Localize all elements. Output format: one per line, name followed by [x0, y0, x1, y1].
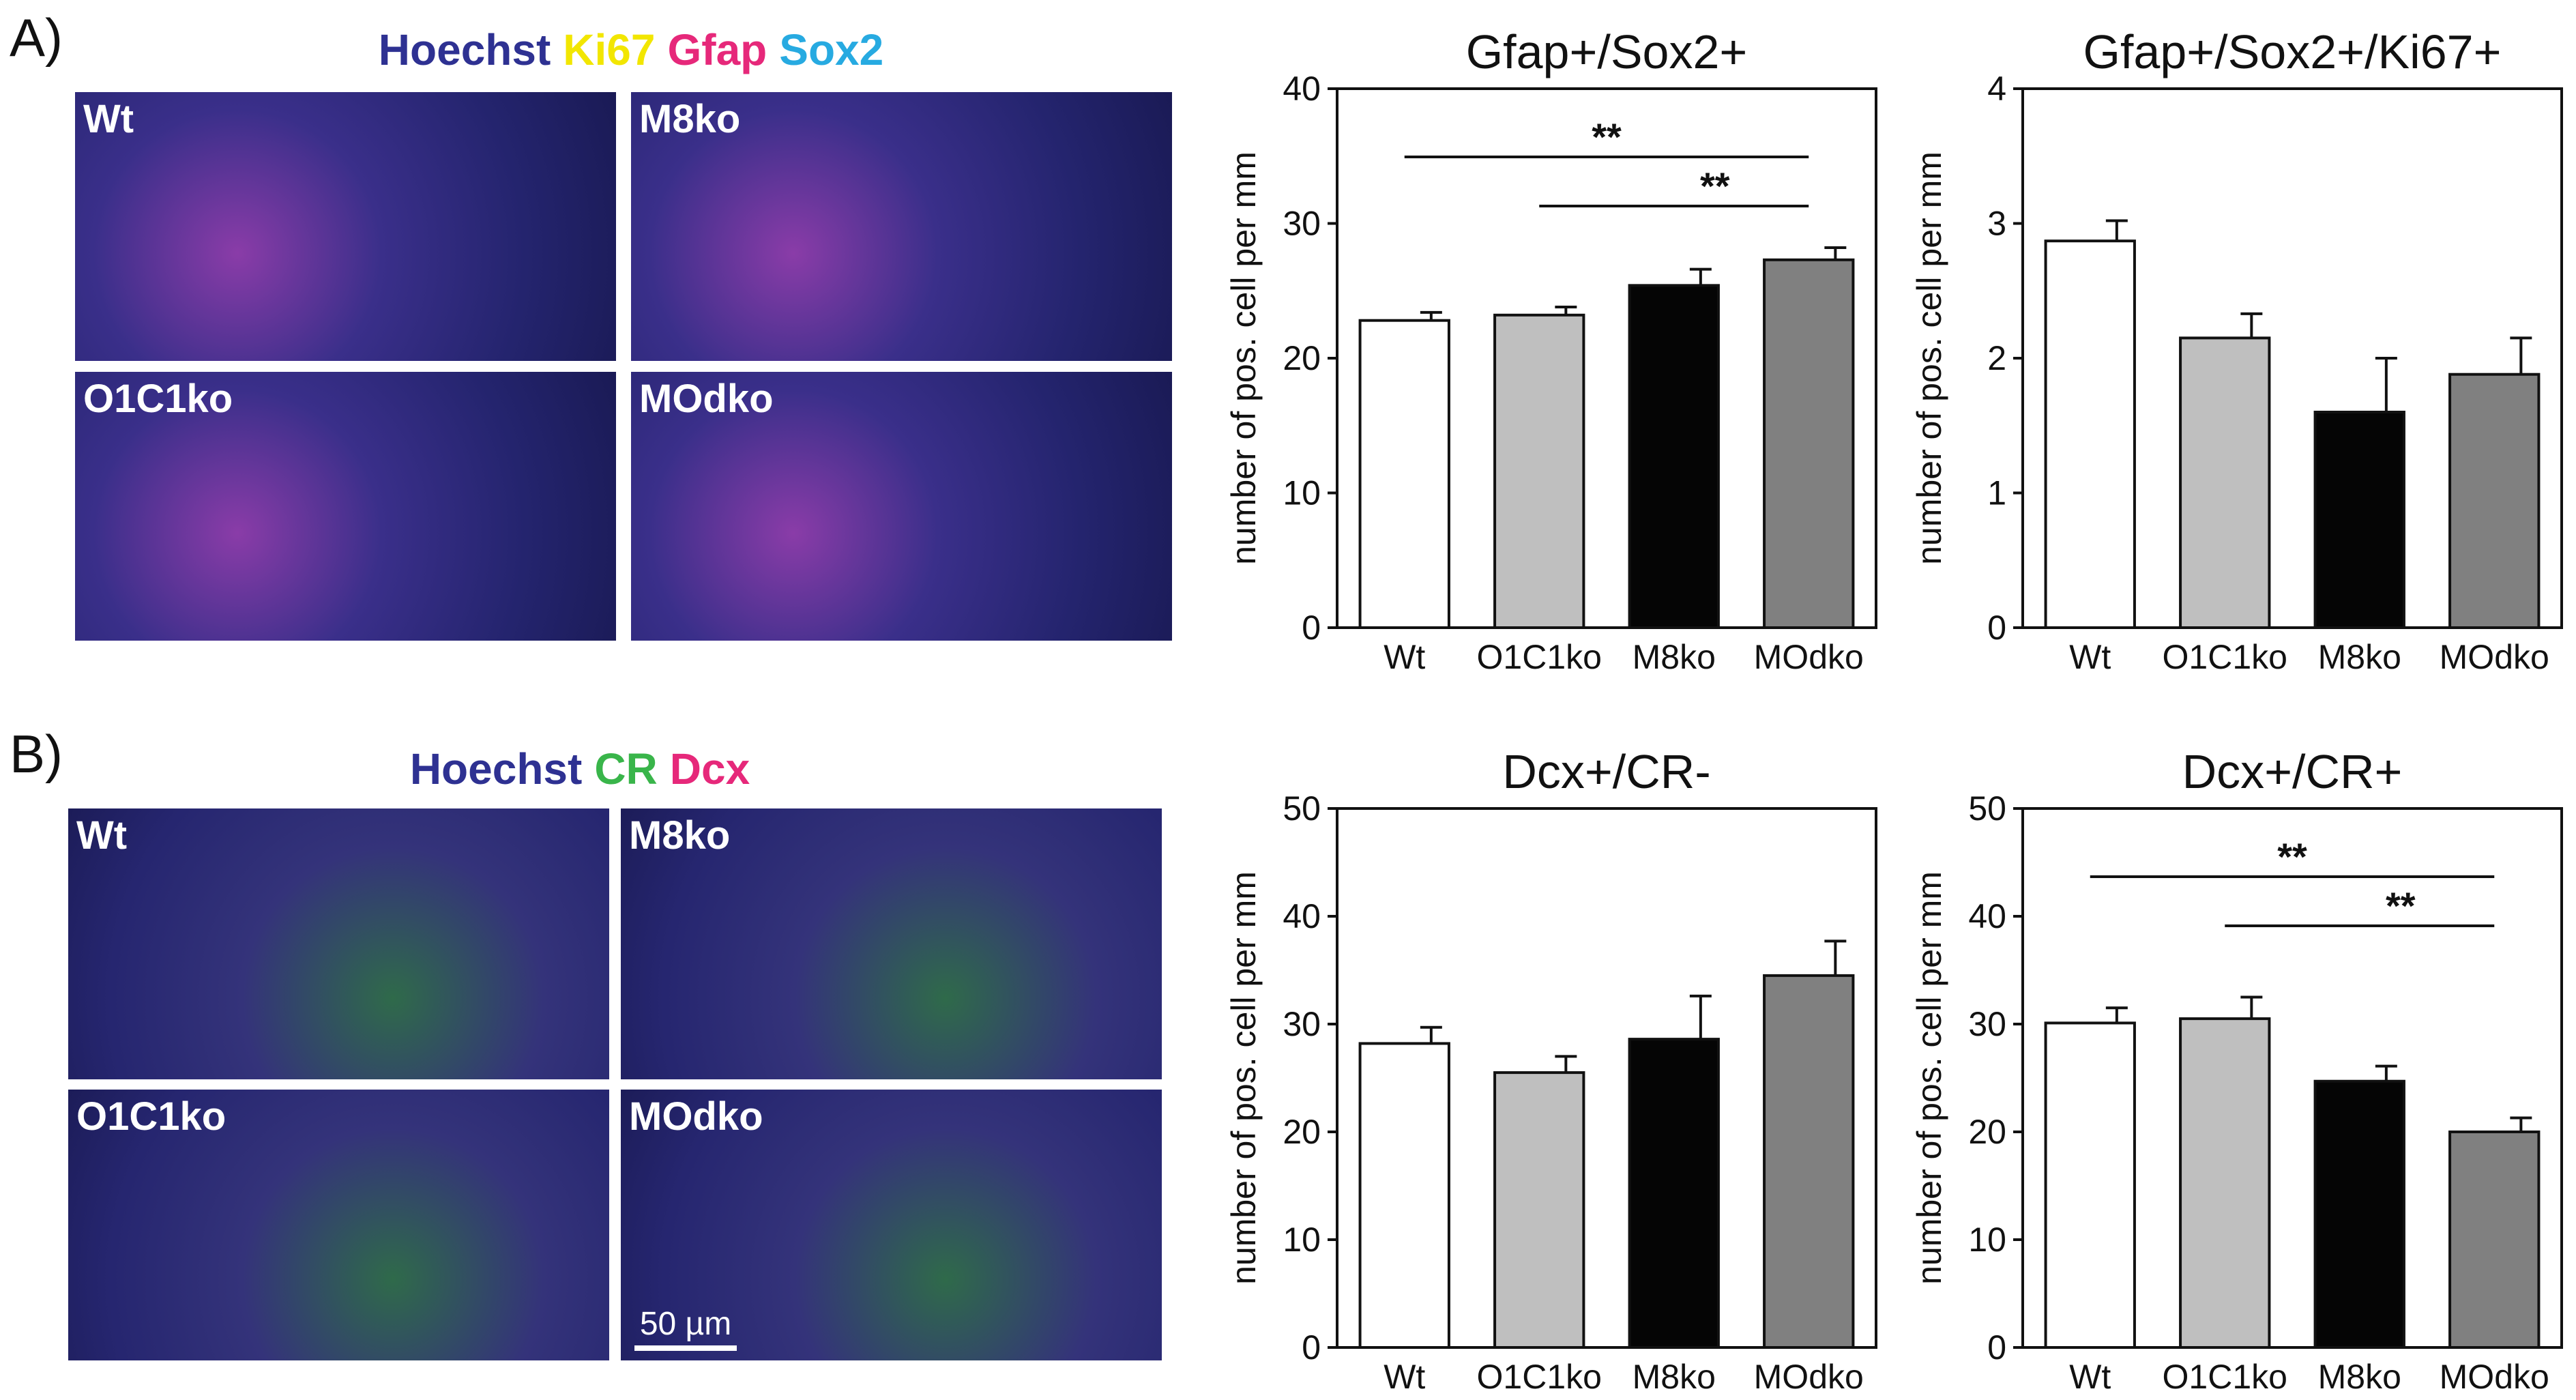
- micrograph-a-o1c1ko: O1C1ko: [75, 372, 616, 641]
- chart2-ytick-label: 1: [1987, 474, 2006, 512]
- chart4-ytick-label: 50: [1968, 789, 2006, 828]
- chart3-xtick-3: MOdko: [1754, 1358, 1864, 1396]
- scale-bar-label: 50 µm: [639, 1306, 732, 1342]
- chart4-ytick-label: 40: [1968, 897, 2006, 935]
- chart4-bar-2: [2313, 1079, 2405, 1349]
- chart2-ytick-label: 0: [1987, 609, 2006, 647]
- chart1-ylabel: number of pos. cell per mm: [1225, 151, 1263, 565]
- legend-b-hoechst: Hoechst: [409, 744, 583, 793]
- chart1-xtick-1: O1C1ko: [1477, 638, 1602, 676]
- chart3-xtick-0: Wt: [1384, 1358, 1425, 1396]
- chart4-ytick-label: 30: [1968, 1005, 2006, 1043]
- micrograph-b-m8ko: M8ko: [621, 808, 1162, 1079]
- chart1-xtick-3: MOdko: [1754, 638, 1864, 676]
- chart2-xtick-2: M8ko: [2318, 638, 2401, 676]
- chart3-ytick-label: 30: [1283, 1005, 1321, 1043]
- micrograph-a-modko: MOdko: [631, 372, 1172, 641]
- chart2-title: Gfap+/Sox2+/Ki67+: [2083, 25, 2502, 78]
- chart4-xtick-1: O1C1ko: [2163, 1358, 2287, 1396]
- chart1-ytick-label: 20: [1283, 339, 1321, 377]
- micrograph-a-wt-label: Wt: [83, 97, 134, 141]
- chart3-ylabel: number of pos. cell per mm: [1225, 871, 1263, 1285]
- chart2-xtick-3: MOdko: [2440, 638, 2549, 676]
- chart2-bar-1: [2179, 336, 2271, 629]
- chart2-bar-0: [2044, 239, 2136, 629]
- panel-b-label: B): [10, 724, 63, 784]
- chart4-sig-label-0: **: [2277, 835, 2307, 878]
- chart4-xtick-0: Wt: [2069, 1358, 2111, 1396]
- legend-a-gfap: Gfap: [667, 25, 767, 74]
- micrograph-a-m8ko-label: M8ko: [639, 97, 741, 141]
- chart4-bar-1: [2179, 1017, 2271, 1349]
- chart4-ytick-label: 0: [1987, 1328, 2006, 1367]
- chart1-xtick-2: M8ko: [1633, 638, 1716, 676]
- chart2-xtick-0: Wt: [2069, 638, 2111, 676]
- chart4-xtick-3: MOdko: [2440, 1358, 2549, 1396]
- chart4-bar-3: [2448, 1131, 2541, 1349]
- micrograph-a-modko-label: MOdko: [639, 377, 774, 421]
- chart3-ytick-label: 50: [1283, 789, 1321, 828]
- chart3-bar-1: [1493, 1071, 1585, 1349]
- chart2-ylabel: number of pos. cell per mm: [1910, 151, 1948, 565]
- chart1-bar-1: [1493, 313, 1585, 629]
- legend-a-sox2: Sox2: [779, 25, 884, 74]
- chart3-xtick-2: M8ko: [1633, 1358, 1716, 1396]
- chart4-ytick-label: 20: [1968, 1113, 2006, 1151]
- chart2-bar-2: [2313, 411, 2405, 629]
- micrograph-a-o1c1ko-label: O1C1ko: [83, 377, 233, 421]
- micrograph-b-wt-label: Wt: [76, 813, 128, 858]
- chart1-bar-0: [1358, 319, 1450, 629]
- legend-a-hoechst: Hoechst: [378, 25, 551, 74]
- scale-bar-line: [634, 1345, 737, 1351]
- chart1-bar-2: [1628, 284, 1720, 629]
- chart3-frame: [1336, 807, 1877, 1349]
- chart3-title: Dcx+/CR-: [1502, 745, 1710, 798]
- legend-b-dcx: Dcx: [669, 744, 750, 793]
- chart3-ytick-label: 0: [1302, 1328, 1321, 1367]
- chart1-title: Gfap+/Sox2+: [1466, 25, 1748, 78]
- chart1-ytick-label: 40: [1283, 70, 1321, 108]
- chart3-bar-2: [1628, 1038, 1720, 1349]
- chart1-ytick-label: 30: [1283, 205, 1321, 243]
- micrograph-b-modko-label: MOdko: [629, 1094, 763, 1139]
- chart1-ytick-label: 0: [1302, 609, 1321, 647]
- chart4-sig-label-1: **: [2386, 884, 2416, 927]
- chart4-ytick-label: 10: [1968, 1221, 2006, 1259]
- chart4-title: Dcx+/CR+: [2182, 745, 2403, 798]
- chart3-bar-3: [1763, 974, 1855, 1349]
- chart4-ylabel: number of pos. cell per mm: [1910, 871, 1948, 1285]
- chart2-ytick-label: 4: [1987, 70, 2006, 108]
- micrograph-b-modko: MOdko 50 µm: [621, 1090, 1162, 1360]
- chart2-ytick-label: 3: [1987, 205, 2006, 243]
- micrograph-b-o1c1ko: O1C1ko: [68, 1090, 609, 1360]
- micrograph-a-wt: Wt: [75, 92, 616, 361]
- chart3-ytick-label: 10: [1283, 1221, 1321, 1259]
- micrograph-b-wt: Wt: [68, 808, 609, 1079]
- chart3-bar-0: [1358, 1042, 1450, 1349]
- micrograph-b-o1c1ko-label: O1C1ko: [76, 1094, 226, 1139]
- chart4-bar-0: [2044, 1021, 2136, 1350]
- chart1-sig-label-0: **: [1592, 115, 1622, 158]
- chart2-ytick-label: 2: [1987, 339, 2006, 377]
- legend-a-ki67: Ki67: [563, 25, 656, 74]
- chart1-ytick-label: 10: [1283, 474, 1321, 512]
- legend-b-cr: CR: [594, 744, 658, 793]
- micrograph-a-m8ko: M8ko: [631, 92, 1172, 361]
- chart4-xtick-2: M8ko: [2318, 1358, 2401, 1396]
- stain-legend-a: Hoechst Ki67 Gfap Sox2: [273, 25, 989, 75]
- chart4-frame: [2021, 807, 2563, 1349]
- chart1-bar-3: [1763, 258, 1855, 629]
- panel-a-label: A): [10, 8, 63, 68]
- stain-legend-b: Hoechst CR Dcx: [341, 744, 819, 794]
- chart1-sig-label-1: **: [1700, 164, 1730, 207]
- micrograph-b-m8ko-label: M8ko: [629, 813, 731, 858]
- chart3-ytick-label: 40: [1283, 897, 1321, 935]
- chart2-bar-3: [2448, 373, 2541, 629]
- chart1-xtick-0: Wt: [1384, 638, 1425, 676]
- chart3-ytick-label: 20: [1283, 1113, 1321, 1151]
- chart2-xtick-1: O1C1ko: [2163, 638, 2287, 676]
- scale-bar: 50 µm: [634, 1305, 737, 1351]
- chart3-xtick-1: O1C1ko: [1477, 1358, 1602, 1396]
